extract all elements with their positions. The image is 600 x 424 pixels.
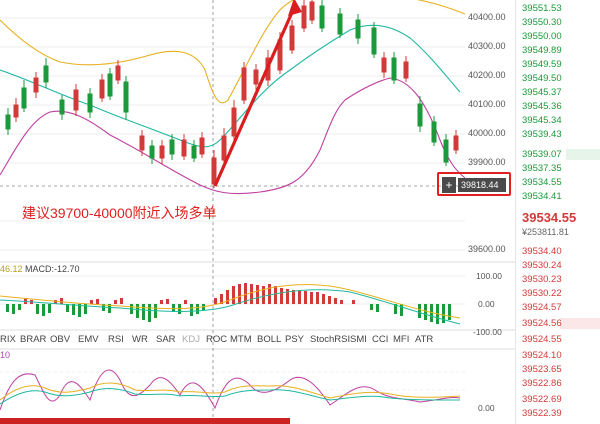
- bid-row[interactable]: 39524.10: [522, 350, 562, 361]
- tab-kdj[interactable]: KDJ: [182, 334, 200, 345]
- ask-row[interactable]: 39545.36: [522, 101, 562, 112]
- tab-cci[interactable]: CCI: [372, 334, 389, 345]
- tab-psy[interactable]: PSY: [285, 334, 305, 345]
- tab-mfi[interactable]: MFI: [393, 334, 410, 345]
- bid-row[interactable]: 39522.69: [522, 394, 562, 405]
- tab-wr[interactable]: WR: [132, 334, 148, 345]
- tab-emv[interactable]: EMV: [78, 334, 99, 345]
- last-price: 39534.55: [522, 210, 577, 225]
- crosshair-price-tag: 39818.44: [458, 178, 506, 192]
- macd-axis-label: -100.00: [473, 327, 502, 337]
- ask-row[interactable]: 39534.55: [522, 177, 562, 188]
- price-axis-label: 40400.00: [468, 12, 506, 22]
- tab-rix[interactable]: RIX: [0, 334, 16, 345]
- add-alert-button[interactable]: +: [442, 177, 456, 193]
- ask-row[interactable]: 39539.43: [522, 129, 562, 140]
- bid-row[interactable]: 39522.39: [522, 408, 562, 419]
- macd-prefix-value: 46.12: [0, 264, 23, 274]
- macd-histogram: [0, 283, 461, 325]
- indicator-tab-bar: RIX BRAR OBV EMV RSI WR SAR KDJ ROC MTM …: [0, 331, 470, 349]
- bottom-banner-strip: [0, 418, 290, 424]
- price-axis-label: 40300.00: [468, 41, 506, 51]
- ask-row[interactable]: 39549.59: [522, 59, 562, 70]
- candles: [5, 0, 459, 188]
- ask-row[interactable]: 39550.00: [522, 31, 562, 42]
- bid-row[interactable]: 39530.23: [522, 274, 562, 285]
- ask-row[interactable]: 39545.34: [522, 115, 562, 126]
- volume-value: ¥253811.81: [522, 227, 569, 237]
- ask-row[interactable]: 39549.89: [522, 45, 562, 56]
- ask-row[interactable]: 39545.37: [522, 87, 562, 98]
- ask-row[interactable]: 39534.41: [522, 191, 562, 202]
- bid-row[interactable]: 39530.22: [522, 288, 562, 299]
- bid-row[interactable]: 39524.56: [522, 318, 562, 329]
- candlestick-chart[interactable]: 40400.00 40300.00 40200.00 40100.00 4000…: [0, 0, 515, 424]
- macd-axis-label: 0.00: [478, 299, 495, 309]
- macd-legend: 46.12 MACD:-12.70: [0, 264, 80, 274]
- price-axis-label: 40200.00: [468, 70, 506, 80]
- ask-row[interactable]: 39539.07: [522, 149, 562, 160]
- kdj-axis-label: 0.00: [478, 403, 495, 413]
- price-axis-label: 40100.00: [468, 99, 506, 109]
- ask-row[interactable]: 39550.30: [522, 17, 562, 28]
- bid-row[interactable]: 39534.40: [522, 246, 562, 257]
- tab-rsi[interactable]: RSI: [108, 334, 124, 345]
- tab-sar[interactable]: SAR: [156, 334, 176, 345]
- crosshair-highlight-box: [437, 172, 511, 196]
- tab-brar[interactable]: BRAR: [20, 334, 47, 345]
- depth-band: [560, 318, 600, 329]
- tab-atr[interactable]: ATR: [415, 334, 434, 345]
- macd-label: MACD:-12.70: [25, 264, 80, 274]
- kdj-legend: 10: [0, 350, 11, 360]
- depth-band: [566, 149, 600, 160]
- chart-canvas[interactable]: [0, 0, 515, 424]
- boll-upper-line: [0, 0, 466, 104]
- order-book-panel: 39551.53 39550.30 39550.00 39549.89 3954…: [515, 0, 600, 424]
- bid-row[interactable]: 39530.24: [522, 260, 562, 271]
- ask-row[interactable]: 39537.35: [522, 163, 562, 174]
- bid-row[interactable]: 39523.65: [522, 364, 562, 375]
- kdj-lines: [0, 369, 461, 411]
- boll-lower-line: [0, 77, 466, 195]
- tab-smi[interactable]: SMI: [350, 334, 367, 345]
- boll-mid-line: [0, 24, 461, 148]
- macd-axis-label: 100.00: [476, 271, 502, 281]
- price-axis-label: 40000.00: [468, 128, 506, 138]
- trend-arrow: [213, 0, 302, 187]
- ask-row[interactable]: 39549.50: [522, 73, 562, 84]
- entry-suggestion-annotation: 建议39700-40000附近入场多单: [22, 205, 217, 221]
- bid-row[interactable]: 39524.57: [522, 302, 562, 313]
- ask-row[interactable]: 39551.53: [522, 3, 562, 14]
- tab-obv[interactable]: OBV: [50, 334, 71, 345]
- tab-stochrsi[interactable]: StochRSI: [310, 334, 351, 345]
- tab-mtm[interactable]: MTM: [230, 334, 252, 345]
- bid-row[interactable]: 39522.86: [522, 378, 562, 389]
- price-axis-label: 39900.00: [468, 157, 506, 167]
- tab-boll[interactable]: BOLL: [257, 334, 282, 345]
- tab-roc[interactable]: ROC: [206, 334, 228, 345]
- bid-row[interactable]: 39524.55: [522, 334, 562, 345]
- price-axis-label: 39600.00: [468, 244, 506, 254]
